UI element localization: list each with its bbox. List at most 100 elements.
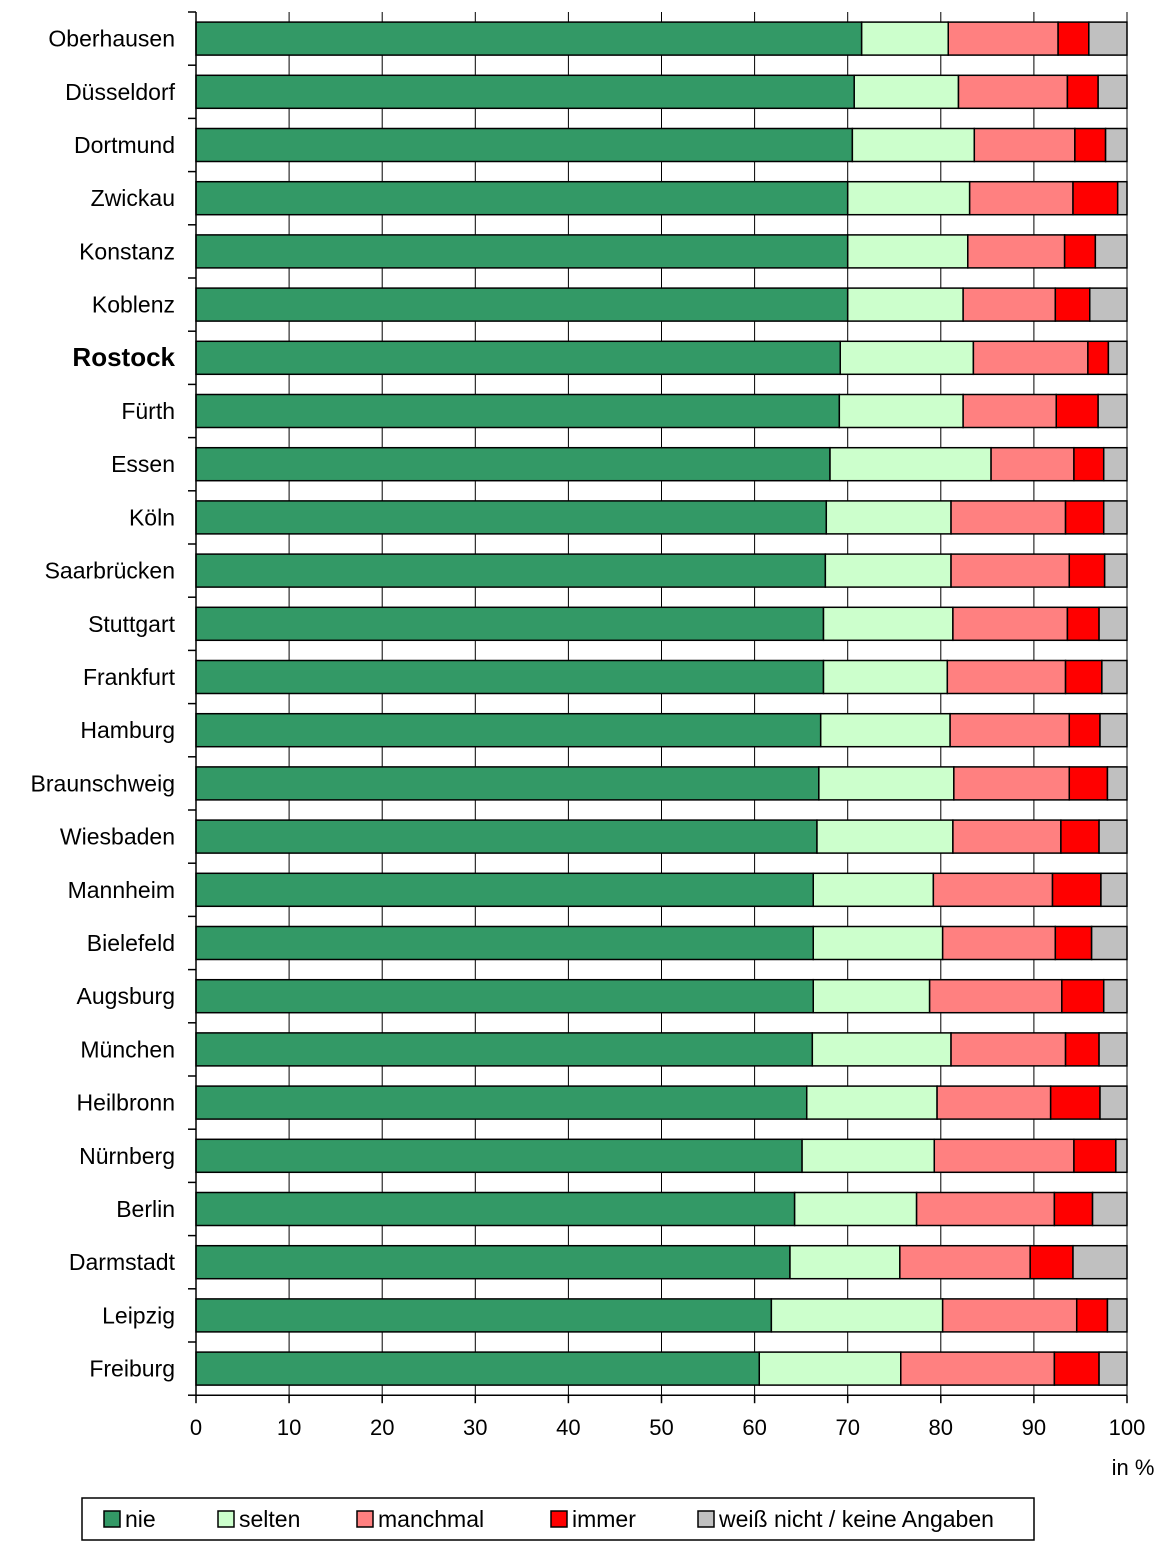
bar-essen-nie — [195, 446, 831, 482]
bar-dortmund-nie — [195, 127, 854, 163]
x-tick-label-50: 50 — [649, 1415, 673, 1440]
bar-berlin-nie — [195, 1191, 796, 1227]
category-label-stuttgart: Stuttgart — [88, 611, 176, 637]
bar-rostock-immer — [1087, 340, 1110, 376]
bar-darmstadt-selten — [789, 1244, 901, 1280]
bar-mannheim-manchmal — [932, 872, 1054, 908]
x-tick-label-70: 70 — [835, 1415, 859, 1440]
bar-heilbronn-manchmal — [936, 1085, 1052, 1120]
bar-koblenz-nie — [195, 287, 849, 322]
bar-dusseldorf-immer — [1066, 74, 1099, 110]
bar-zwickau-weiss-nicht-keine-angaben — [1116, 180, 1128, 216]
bar-oberhausen-weiss-nicht-keine-angaben — [1088, 21, 1128, 56]
bar-wiesbaden-manchmal — [952, 819, 1062, 854]
legend: nie selten manchmal immer weiß nicht / keine… — [81, 1497, 1035, 1541]
bar-augsburg-nie — [195, 978, 815, 1014]
bar-saarbrucken-nie — [195, 553, 827, 588]
bar-furth-selten — [838, 393, 964, 429]
category-label-dusseldorf: Düsseldorf — [65, 79, 176, 105]
bar-berlin-immer — [1053, 1191, 1094, 1227]
bar-koln-immer — [1064, 500, 1105, 535]
bar-mannheim-weiss-nicht-keine-angaben — [1100, 872, 1128, 908]
bar-furth-nie — [195, 393, 841, 429]
bar-zwickau-selten — [846, 180, 971, 216]
bar-darmstadt-manchmal — [899, 1244, 1031, 1280]
category-label-braunschweig: Braunschweig — [31, 770, 175, 796]
bar-stuttgart-nie — [195, 606, 825, 642]
bar-augsburg-manchmal — [928, 978, 1063, 1014]
bar-saarbrucken-immer — [1068, 553, 1106, 588]
bar-rostock-weiss-nicht-keine-angaben — [1107, 340, 1128, 376]
bar-zwickau-nie — [195, 180, 849, 216]
bar-freiburg-immer — [1053, 1351, 1100, 1386]
bar-stuttgart-selten — [822, 606, 954, 642]
bar-furth-immer — [1055, 393, 1099, 429]
bar-dortmund-immer — [1074, 127, 1107, 163]
legend-swatch-manchmal — [356, 1510, 374, 1528]
bar-essen-selten — [829, 446, 992, 482]
bar-essen-immer — [1073, 446, 1105, 482]
bar-bielefeld-immer — [1054, 925, 1093, 961]
category-label-nurnberg: Nürnberg — [79, 1143, 175, 1169]
bar-frankfurt-weiss-nicht-keine-angaben — [1101, 659, 1128, 695]
bar-berlin-manchmal — [915, 1191, 1056, 1227]
bar-koln-selten — [825, 500, 952, 535]
category-label-dortmund: Dortmund — [74, 132, 175, 158]
bar-stuttgart-manchmal — [952, 606, 1069, 642]
bar-wiesbaden-nie — [195, 819, 818, 854]
bar-frankfurt-immer — [1064, 659, 1103, 695]
bar-koln-weiss-nicht-keine-angaben — [1102, 500, 1128, 535]
category-label-leipzig: Leipzig — [102, 1302, 175, 1328]
category-label-augsburg: Augsburg — [77, 983, 175, 1009]
bar-bielefeld-nie — [195, 925, 815, 961]
category-label-mannheim: Mannheim — [68, 877, 175, 903]
bar-wiesbaden-immer — [1060, 819, 1100, 854]
x-tick-label-40: 40 — [556, 1415, 580, 1440]
bar-oberhausen-nie — [195, 21, 863, 56]
x-tick-label-100: 100 — [1109, 1415, 1146, 1440]
bar-augsburg-weiss-nicht-keine-angaben — [1102, 978, 1128, 1014]
bar-darmstadt-weiss-nicht-keine-angaben — [1072, 1244, 1128, 1280]
grid-lines — [288, 12, 1128, 1396]
bar-furth-manchmal — [962, 393, 1057, 429]
bar-oberhausen-manchmal — [947, 21, 1059, 56]
x-tick-label-0: 0 — [190, 1415, 202, 1440]
x-tick-labels: 0 10 20 30 40 50 60 70 80 90 100 — [190, 1415, 1145, 1440]
bar-koblenz-immer — [1054, 287, 1091, 322]
bars — [195, 21, 1128, 1386]
bar-konstanz-selten — [846, 234, 969, 269]
bar-dusseldorf-manchmal — [957, 74, 1069, 110]
category-labels: Oberhausen Düsseldorf Dortmund Zwickau Konst… — [31, 26, 176, 1382]
legend-label-manchmal: manchmal — [378, 1506, 484, 1532]
bar-freiburg-weiss-nicht-keine-angaben — [1098, 1351, 1128, 1386]
category-label-heilbronn: Heilbronn — [77, 1090, 175, 1116]
bar-heilbronn-immer — [1049, 1085, 1101, 1120]
bar-zwickau-immer — [1072, 180, 1119, 216]
bar-nurnberg-selten — [801, 1138, 936, 1174]
bar-leipzig-weiss-nicht-keine-angaben — [1106, 1298, 1128, 1333]
bar-heilbronn-selten — [805, 1085, 938, 1120]
bar-koblenz-manchmal — [962, 287, 1057, 322]
bar-hamburg-selten — [819, 712, 951, 748]
x-tick-label-10: 10 — [277, 1415, 301, 1440]
bar-berlin-weiss-nicht-keine-angaben — [1091, 1191, 1128, 1227]
category-label-munchen: München — [80, 1036, 175, 1062]
bar-bielefeld-selten — [812, 925, 944, 961]
bar-dortmund-manchmal — [973, 127, 1076, 163]
bar-saarbrucken-selten — [824, 553, 952, 588]
bar-wiesbaden-weiss-nicht-keine-angaben — [1098, 819, 1128, 854]
bar-heilbronn-weiss-nicht-keine-angaben — [1099, 1085, 1128, 1120]
bar-frankfurt-selten — [822, 659, 949, 695]
bar-braunschweig-selten — [818, 766, 955, 801]
bar-berlin-selten — [793, 1191, 918, 1227]
bar-braunschweig-weiss-nicht-keine-angaben — [1106, 766, 1128, 801]
category-label-koblenz: Koblenz — [92, 292, 175, 318]
x-tick-label-80: 80 — [929, 1415, 953, 1440]
bar-saarbrucken-manchmal — [950, 553, 1071, 588]
bar-konstanz-weiss-nicht-keine-angaben — [1094, 234, 1128, 269]
legend-swatch-selten — [217, 1510, 235, 1528]
bar-oberhausen-immer — [1057, 21, 1090, 56]
legend-label-selten: selten — [239, 1506, 300, 1532]
